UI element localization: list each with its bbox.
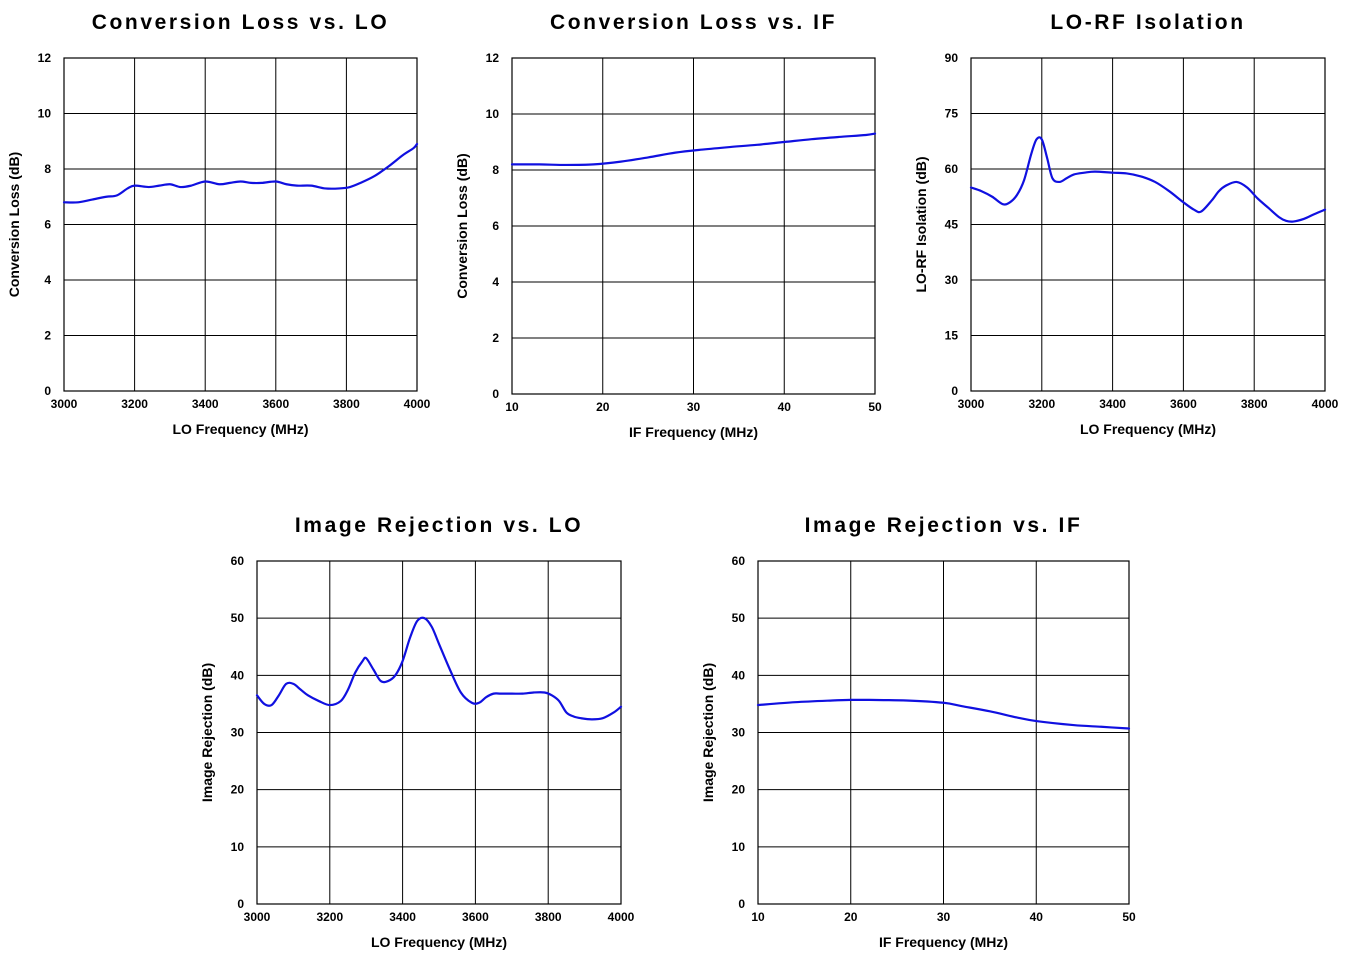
x-tick-label: 10 — [751, 910, 765, 924]
x-tick-label: 30 — [937, 910, 951, 924]
x-tick-label: 3400 — [1099, 397, 1126, 411]
y-tick-label: 20 — [231, 783, 245, 797]
plot-frame — [757, 560, 1130, 905]
y-tick-label: 30 — [945, 273, 959, 287]
y-tick-label: 60 — [732, 554, 746, 568]
y-tick-label: 4 — [492, 275, 499, 289]
y-tick-label: 0 — [44, 384, 51, 398]
y-tick-label: 4 — [44, 273, 51, 287]
series-line — [62, 142, 419, 204]
plot-frame — [63, 57, 418, 392]
y-tick-label: 60 — [945, 162, 959, 176]
y-axis-label: LO-RF Isolation (dB) — [913, 156, 929, 292]
y-tick-label: 50 — [732, 611, 746, 625]
y-tick-label: 12 — [486, 51, 500, 65]
x-tick-label: 40 — [778, 400, 792, 414]
y-tick-label: 0 — [738, 897, 745, 911]
x-tick-label: 3800 — [333, 397, 360, 411]
y-tick-label: 20 — [732, 783, 746, 797]
chart-1: Conversion Loss vs. LO 3000 3200 3400 3600 38… — [6, 11, 431, 437]
y-tick-label: 15 — [945, 329, 959, 343]
x-axis-label: IF Frequency (MHz) — [629, 424, 758, 440]
y-tick-label: 0 — [237, 897, 244, 911]
x-tick-label: 3800 — [1241, 397, 1268, 411]
chart-2: Conversion Loss vs. IF 10 20 30 40 50 0 2 4 6 8 10 1… — [454, 11, 882, 440]
y-axis-label: Image Rejection (dB) — [199, 663, 215, 802]
chart-3: LO-RF Isolation 3000 3200 3400 3600 3800 4000 0… — [913, 11, 1339, 437]
y-tick-label: 10 — [38, 107, 52, 121]
x-tick-label: 50 — [1122, 910, 1136, 924]
y-tick-label: 40 — [231, 668, 245, 682]
x-tick-label: 30 — [687, 400, 701, 414]
y-tick-label: 6 — [44, 218, 51, 232]
x-axis-label: LO Frequency (MHz) — [371, 934, 507, 950]
y-axis-label: Conversion Loss (dB) — [6, 152, 22, 297]
y-tick-label: 0 — [492, 387, 499, 401]
x-tick-label: 50 — [868, 400, 882, 414]
x-tick-label: 10 — [505, 400, 519, 414]
x-axis-label: LO Frequency (MHz) — [172, 421, 308, 437]
y-tick-label: 45 — [945, 218, 959, 232]
x-tick-label: 40 — [1030, 910, 1044, 924]
x-tick-label: 3800 — [535, 910, 562, 924]
x-axis-label: LO Frequency (MHz) — [1080, 421, 1216, 437]
chart-title: LO-RF Isolation — [1050, 11, 1245, 34]
y-tick-label: 40 — [732, 668, 746, 682]
x-tick-label: 3600 — [262, 397, 289, 411]
plot-frame — [511, 57, 876, 395]
x-tick-label: 3000 — [244, 910, 271, 924]
y-tick-label: 8 — [492, 163, 499, 177]
x-tick-label: 3400 — [389, 910, 416, 924]
y-tick-label: 2 — [44, 329, 51, 343]
x-tick-label: 3200 — [121, 397, 148, 411]
chart-title: Image Rejection vs. LO — [295, 514, 583, 537]
x-axis-label: IF Frequency (MHz) — [879, 934, 1008, 950]
y-tick-label: 2 — [492, 331, 499, 345]
x-tick-label: 3600 — [462, 910, 489, 924]
series-line — [510, 132, 877, 167]
chart-title: Conversion Loss vs. IF — [550, 11, 837, 34]
y-tick-label: 50 — [231, 611, 245, 625]
y-tick-label: 10 — [231, 840, 245, 854]
y-tick-label: 0 — [951, 384, 958, 398]
chart-4: Image Rejection vs. LO 3000 3200 3400 3600 38… — [199, 514, 635, 950]
x-tick-label: 3400 — [192, 397, 219, 411]
chart-5: Image Rejection vs. IF 10 20 30 40 50 0 10 20 30 4… — [700, 514, 1136, 950]
chart-title: Conversion Loss vs. LO — [92, 11, 390, 34]
y-tick-label: 10 — [486, 107, 500, 121]
x-tick-label: 4000 — [404, 397, 431, 411]
y-tick-label: 60 — [231, 554, 245, 568]
y-tick-label: 30 — [732, 726, 746, 740]
x-tick-label: 3000 — [51, 397, 78, 411]
y-tick-label: 30 — [231, 726, 245, 740]
y-tick-label: 12 — [38, 51, 52, 65]
y-axis-label: Image Rejection (dB) — [700, 663, 716, 802]
plot-frame — [970, 57, 1326, 392]
y-tick-label: 90 — [945, 51, 959, 65]
x-tick-label: 4000 — [608, 910, 635, 924]
x-tick-label: 4000 — [1312, 397, 1339, 411]
x-tick-label: 20 — [844, 910, 858, 924]
x-tick-label: 3200 — [1028, 397, 1055, 411]
y-tick-label: 75 — [945, 107, 959, 121]
x-tick-label: 20 — [596, 400, 610, 414]
x-tick-label: 3600 — [1170, 397, 1197, 411]
x-tick-label: 3200 — [316, 910, 343, 924]
y-tick-label: 10 — [732, 840, 746, 854]
y-tick-label: 8 — [44, 162, 51, 176]
y-tick-label: 6 — [492, 219, 499, 233]
chart-title: Image Rejection vs. IF — [805, 514, 1083, 537]
plot-frame — [256, 560, 622, 905]
y-axis-label: Conversion Loss (dB) — [454, 153, 470, 298]
series-line — [756, 698, 1131, 730]
series-line — [255, 616, 623, 721]
x-tick-label: 3000 — [958, 397, 985, 411]
series-line — [969, 136, 1327, 223]
